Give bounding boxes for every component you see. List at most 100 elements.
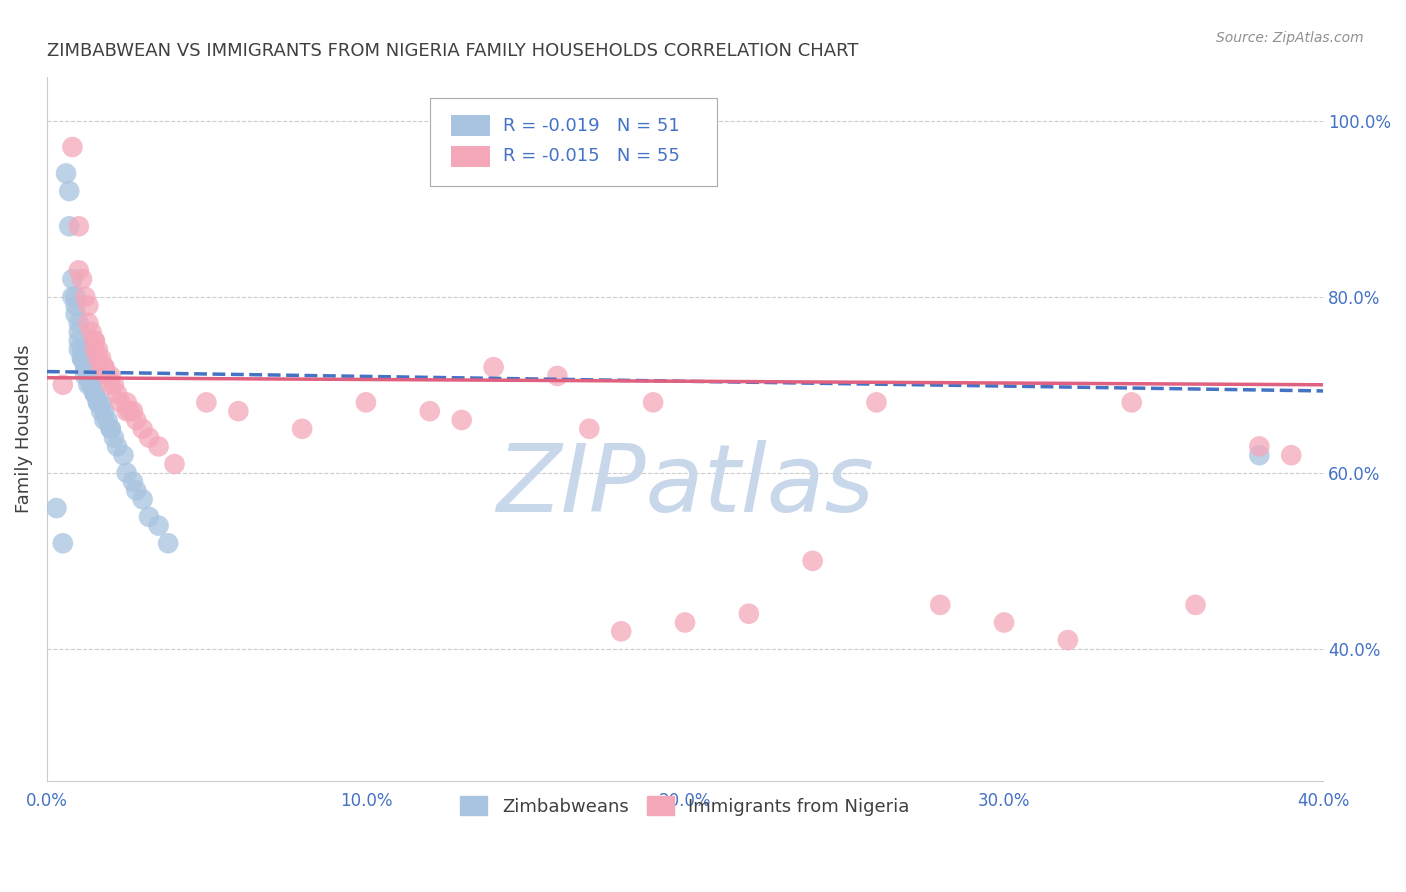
Point (125, 483, 148, 498)
Point (83, 386, 105, 401)
Point (58, 184, 80, 198)
Point (105, 386, 128, 401)
Point (1249, 448, 1271, 462)
Point (65, 290, 87, 304)
Text: R = -0.015   N = 55: R = -0.015 N = 55 (502, 147, 679, 165)
Point (100, 422, 122, 436)
Point (1057, 633, 1080, 648)
Point (83, 334, 105, 348)
Point (80, 325, 103, 339)
FancyBboxPatch shape (451, 145, 489, 167)
Point (115, 404, 138, 418)
Point (131, 422, 153, 436)
Point (62, 290, 84, 304)
Point (90, 351, 112, 366)
Point (75, 360, 97, 375)
Point (83, 386, 105, 401)
Point (1184, 598, 1206, 612)
Point (100, 377, 122, 392)
Point (96, 368, 118, 383)
Point (125, 413, 148, 427)
Point (122, 475, 145, 489)
Point (148, 518, 170, 533)
Point (87, 395, 110, 409)
Text: Source: ZipAtlas.com: Source: ZipAtlas.com (1216, 31, 1364, 45)
Point (148, 439, 170, 453)
Point (75, 368, 97, 383)
Point (578, 422, 600, 436)
Point (105, 439, 128, 453)
Point (67, 343, 90, 357)
Point (643, 395, 665, 409)
Point (450, 413, 472, 427)
Point (62, 140, 84, 154)
Point (67, 219, 90, 234)
Text: ZIPatlas: ZIPatlas (496, 440, 875, 531)
Point (228, 404, 250, 418)
Point (118, 404, 141, 418)
Point (195, 395, 218, 409)
Point (546, 368, 568, 383)
Point (1279, 448, 1302, 462)
Point (75, 290, 97, 304)
Point (115, 395, 138, 409)
Point (77, 299, 100, 313)
Point (1249, 439, 1271, 453)
Point (80, 377, 103, 392)
Point (58, 219, 80, 234)
FancyBboxPatch shape (451, 115, 489, 136)
Point (115, 466, 138, 480)
Point (75, 351, 97, 366)
Point (96, 413, 118, 427)
Point (929, 598, 952, 612)
Point (354, 395, 377, 409)
Point (75, 360, 97, 375)
Point (77, 316, 100, 330)
Point (83, 343, 105, 357)
Point (87, 351, 110, 366)
Y-axis label: Family Households: Family Households (15, 344, 32, 513)
Point (103, 431, 125, 445)
Point (55, 166, 77, 180)
Point (83, 386, 105, 401)
Point (80, 377, 103, 392)
Point (138, 431, 160, 445)
Point (70, 351, 93, 366)
Point (110, 395, 132, 409)
Point (70, 272, 93, 286)
Point (291, 422, 314, 436)
Legend: Zimbabweans, Immigrants from Nigeria: Zimbabweans, Immigrants from Nigeria (451, 788, 918, 825)
Point (90, 395, 112, 409)
Point (77, 368, 100, 383)
Point (62, 272, 84, 286)
Point (70, 351, 93, 366)
Point (65, 299, 87, 313)
Point (67, 325, 90, 339)
Point (90, 404, 112, 418)
Point (77, 368, 100, 383)
Point (673, 615, 696, 630)
Point (70, 343, 93, 357)
Point (65, 307, 87, 321)
Point (100, 368, 122, 383)
Point (138, 509, 160, 524)
Point (93, 404, 115, 418)
Text: ZIMBABWEAN VS IMMIGRANTS FROM NIGERIA FAMILY HOUSEHOLDS CORRELATION CHART: ZIMBABWEAN VS IMMIGRANTS FROM NIGERIA FA… (46, 42, 859, 60)
Point (482, 360, 505, 375)
Point (52, 536, 75, 550)
Point (103, 377, 125, 392)
Point (610, 624, 633, 639)
Point (77, 368, 100, 383)
Point (157, 536, 180, 550)
Point (100, 422, 122, 436)
Point (122, 404, 145, 418)
Point (67, 316, 90, 330)
Point (52, 377, 75, 392)
Point (87, 343, 110, 357)
Point (163, 457, 186, 471)
Point (80, 377, 103, 392)
Point (90, 360, 112, 375)
Text: R = -0.019   N = 51: R = -0.019 N = 51 (502, 117, 679, 135)
Point (77, 377, 100, 392)
Point (87, 395, 110, 409)
